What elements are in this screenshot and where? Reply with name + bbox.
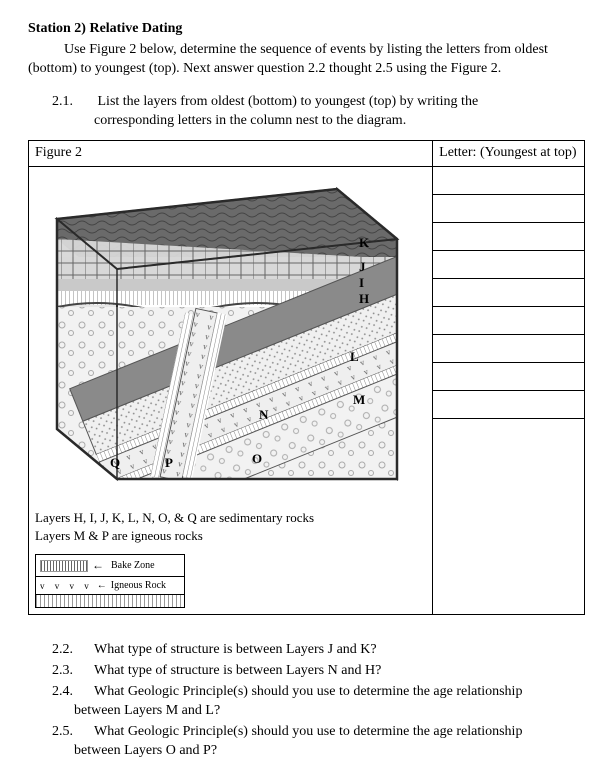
legend-bottom-pattern (36, 595, 184, 607)
answer-row[interactable] (433, 391, 584, 419)
question-row: 2.3.What type of structure is between La… (28, 662, 585, 681)
answer-rows (433, 167, 584, 447)
question-row: 2.2.What type of structure is between La… (28, 641, 585, 660)
station-number: Station 2) (28, 21, 86, 36)
figure-caption: Layers H, I, J, K, L, N, O, & Q are sedi… (29, 507, 432, 550)
arrow-left-icon (92, 557, 107, 574)
figure-table: Figure 2 (28, 140, 585, 615)
answer-row[interactable] (433, 167, 584, 195)
figure-cell: Figure 2 (29, 141, 433, 615)
label-l: L (350, 349, 359, 364)
questions-block: 2.2.What type of structure is between La… (28, 641, 585, 760)
legend-box: Bake Zone v v v v ← Igneous Rock (35, 554, 185, 608)
question-number: 2.5. (28, 723, 94, 742)
letter-header: Letter: (Youngest at top) (433, 141, 584, 167)
v-pattern-icon: v v v v (40, 580, 93, 592)
answer-row[interactable] (433, 279, 584, 307)
label-m: M (353, 392, 365, 407)
answer-row[interactable] (433, 419, 584, 447)
figure-header: Figure 2 (29, 141, 432, 167)
question-2-1: 2.1. List the layers from oldest (bottom… (28, 93, 585, 112)
legend-igneous-label: Igneous Rock (111, 579, 166, 593)
legend-bake-zone: Bake Zone (36, 555, 184, 577)
question-text: What type of structure is between Layers… (94, 641, 585, 660)
answer-row[interactable] (433, 363, 584, 391)
label-h: H (359, 291, 369, 306)
label-n: N (259, 407, 269, 422)
question-number: 2.2. (28, 641, 94, 660)
question-text: What Geologic Principle(s) should you us… (94, 683, 585, 702)
answer-row[interactable] (433, 335, 584, 363)
q21-number: 2.1. (28, 93, 94, 112)
answer-row[interactable] (433, 251, 584, 279)
label-q: Q (110, 455, 120, 470)
answer-row[interactable] (433, 223, 584, 251)
label-i: I (359, 275, 364, 290)
legend-bake-label: Bake Zone (111, 559, 155, 573)
question-text-cont: between Layers O and P? (74, 742, 585, 761)
hatch-sample-icon (40, 560, 88, 572)
question-text-cont: between Layers M and L? (74, 702, 585, 721)
question-number: 2.3. (28, 662, 94, 681)
question-row: 2.4.What Geologic Principle(s) should yo… (28, 683, 585, 702)
question-text: What Geologic Principle(s) should you us… (94, 723, 585, 742)
station-subtitle: Relative Dating (89, 21, 182, 36)
letter-cell: Letter: (Youngest at top) (433, 141, 585, 615)
arrow-left-icon: ← (97, 579, 107, 593)
answer-row[interactable] (433, 307, 584, 335)
question-row: 2.5.What Geologic Principle(s) should yo… (28, 723, 585, 742)
diagram-container: v (29, 167, 432, 507)
label-p: P (165, 455, 173, 470)
caption-line1: Layers H, I, J, K, L, N, O, & Q are sedi… (35, 509, 426, 527)
q21-line1: List the layers from oldest (bottom) to … (98, 94, 479, 109)
q21-line2: corresponding letters in the column nest… (94, 112, 585, 131)
legend-igneous: v v v v ← Igneous Rock (36, 577, 184, 596)
label-k: K (359, 235, 370, 250)
caption-line2: Layers M & P are igneous rocks (35, 527, 426, 545)
label-o: O (252, 451, 262, 466)
answer-row[interactable] (433, 195, 584, 223)
question-text: What type of structure is between Layers… (94, 662, 585, 681)
label-j: J (359, 259, 366, 274)
question-number: 2.4. (28, 683, 94, 702)
intro-text: Use Figure 2 below, determine the sequen… (28, 41, 585, 79)
geology-diagram: v (37, 179, 425, 495)
station-title: Station 2) Relative Dating (28, 20, 585, 39)
